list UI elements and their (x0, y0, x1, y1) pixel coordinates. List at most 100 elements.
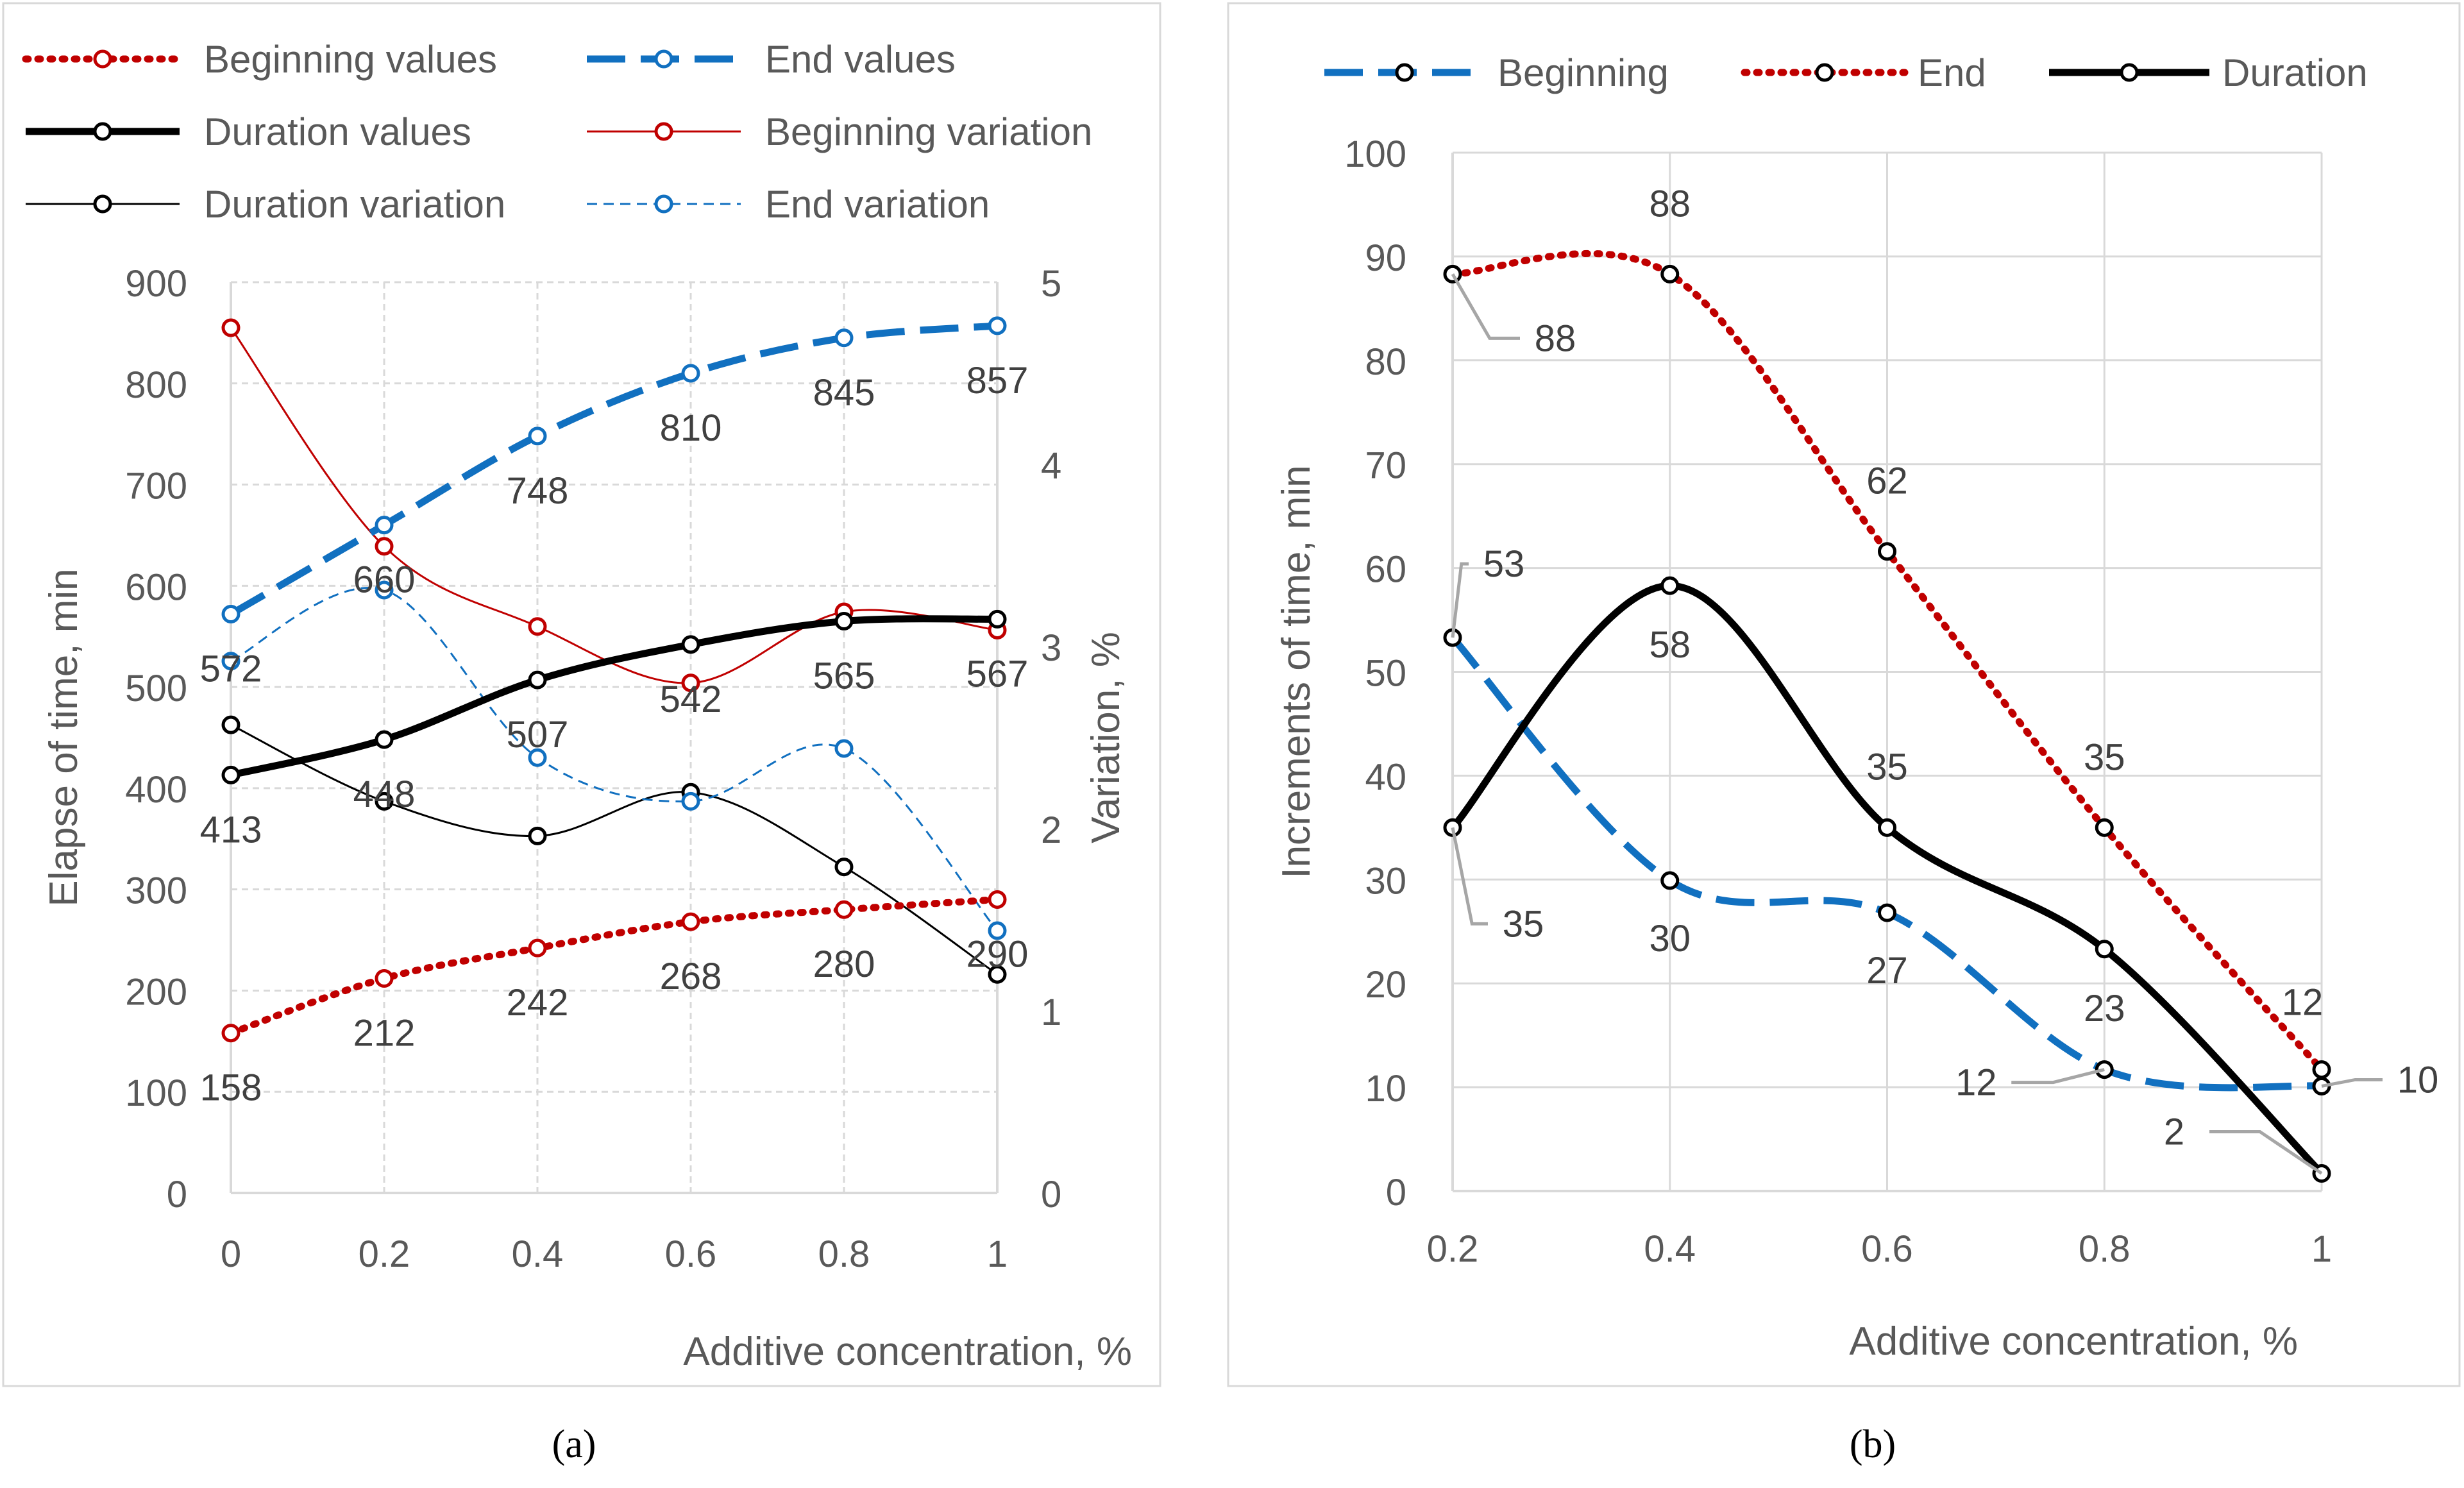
panel-a-data-label-end-values: 857 (966, 360, 1029, 402)
panel-a-point-end-variation (528, 748, 547, 767)
panel-a-x-tick-label: 0.6 (665, 1233, 717, 1275)
panel-b-leader-line-beginning (1451, 562, 1469, 638)
panel-b-point-end (2312, 1060, 2331, 1079)
panel-a-point-duration-variation (528, 826, 547, 845)
panel-b-leader-line-duration (1451, 827, 1488, 926)
panel-b-data-label-beginning: 12 (1955, 1062, 1997, 1104)
panel-b: 0 10 20 30 40 50 60 70 80 90 100 0.2 0.4 0.6 0.8 1 Addit… (1274, 51, 2438, 1364)
panel-a-point-beginning-values (681, 912, 700, 931)
panel-b-legend-marker-end (1815, 63, 1834, 82)
panel-a-y-tick-label: 600 (125, 566, 187, 608)
panel-a-data-label-end-values: 845 (813, 372, 875, 414)
panel-b-point-beginning (1660, 871, 1680, 890)
panel-a-legend-marker-end-variation (654, 194, 673, 214)
panel-a-x-tick-label: 0 (221, 1233, 241, 1275)
panel-b-y-tick-label: 80 (1365, 341, 1406, 383)
panel-b-point-duration (1878, 818, 1896, 837)
panel-a-y-axis-title: Elapse of time, min (42, 568, 86, 906)
panel-a-legend-marker-duration-values (93, 122, 112, 141)
panel-a-y2-tick-label: 0 (1041, 1174, 1061, 1215)
panel-a-legend-marker-beginning-values (93, 49, 112, 69)
panel-a-y-tick-label: 0 (167, 1174, 187, 1215)
panel-a-point-duration-variation (988, 965, 1007, 984)
panel-a-y2-tick-label: 2 (1041, 809, 1061, 851)
panel-b-data-label-duration: 35 (1503, 903, 1544, 945)
panel-a-point-duration-values (221, 765, 240, 784)
panel-a-legend-label-beginning-variation: Beginning variation (765, 110, 1092, 153)
panel-a-series-line-duration-values (230, 615, 998, 779)
panel-b-leader-line-beginning (2321, 1078, 2383, 1088)
panel-b-x-tick-label: 0.6 (1861, 1228, 1913, 1270)
panel-b-data-label-end: 88 (1649, 183, 1691, 224)
panel-a-point-beginning-variation (375, 537, 394, 556)
panel-b-series-line-duration (1449, 582, 2324, 1176)
panel-a-data-label-duration-values: 542 (660, 679, 722, 720)
panel-a-y2-tick-label: 1 (1041, 992, 1061, 1033)
panel-a-y-tick-label: 200 (125, 971, 187, 1013)
panel-b-data-label-end: 62 (1866, 461, 1908, 502)
panel-a-y-tick-label: 400 (125, 769, 187, 811)
panel-a-point-end-values (834, 328, 854, 348)
panel-a-point-end-variation (375, 580, 394, 600)
panel-a-point-end-values (528, 427, 547, 446)
panel-a-x-tick-label: 0.4 (512, 1233, 564, 1275)
panel-b-y-tick-label: 20 (1365, 964, 1406, 1006)
panel-a-point-duration-values (375, 730, 394, 749)
panel-b-y-tick-label: 90 (1365, 237, 1406, 279)
panel-a-point-duration-variation (375, 791, 394, 811)
panel-a-point-end-variation (221, 652, 240, 671)
panel-a-point-beginning-values (988, 890, 1007, 909)
panel-a-point-duration-values (988, 609, 1007, 629)
panel-a-y-tick-label: 700 (125, 466, 187, 507)
panel-a-point-beginning-variation (528, 617, 547, 636)
panel-a-x-tick-label: 1 (987, 1233, 1008, 1275)
panel-a-point-end-variation (834, 739, 854, 758)
panel-a-point-end-variation (681, 791, 700, 811)
panel-a-data-label-end-values: 572 (200, 648, 262, 690)
panel-b-x-tick-label: 0.2 (1427, 1228, 1479, 1270)
panel-b-point-end (2095, 818, 2114, 837)
panel-b-point-beginning (1878, 903, 1896, 922)
panel-a-legend-label-duration-values: Duration values (204, 110, 471, 153)
panel-a-y-tick-label: 500 (125, 668, 187, 709)
panel-a-point-beginning-values (834, 900, 854, 919)
panel-a-point-beginning-values (528, 938, 547, 958)
panel-a-x-tick-label: 0.8 (818, 1233, 870, 1275)
panel-a-data-label-end-values: 660 (353, 559, 416, 601)
panel-a-point-duration-values (834, 612, 854, 631)
panel-a-legend-marker-end-values (654, 49, 673, 69)
panel-a-data-label-beginning-values: 242 (507, 982, 569, 1024)
panel-a-y-tick-label: 900 (125, 263, 187, 305)
panel-a-y-tick-label: 300 (125, 870, 187, 912)
panel-a-y2-axis-title: Variation, % (1084, 632, 1128, 843)
panel-b-leader-line-beginning (2011, 1068, 2105, 1085)
panel-b-point-duration (2095, 940, 2114, 959)
panel-a-data-label-beginning-values: 290 (966, 933, 1029, 975)
panel-b-data-label-end: 88 (1535, 317, 1576, 359)
panel-b-x-tick-label: 1 (2311, 1228, 2332, 1270)
panel-b-frame (1227, 2, 2461, 1387)
panel-a-series-line-end-variation (230, 587, 999, 932)
panel-a-legend-marker-beginning-variation (654, 122, 673, 141)
panel-b-y-tick-label: 30 (1365, 860, 1406, 902)
panel-b-data-label-duration: 35 (1866, 746, 1908, 788)
panel-a-x-tick-label: 0.2 (359, 1233, 410, 1275)
panel-a-point-duration-values (528, 670, 547, 689)
panel-a-data-label-beginning-values: 268 (660, 956, 722, 997)
panel-a-y-tick-label: 100 (125, 1072, 187, 1114)
panel-b-caption: (b) (1850, 1423, 1896, 1466)
panel-b-data-label-end: 35 (2084, 736, 2125, 778)
panel-a-point-duration-variation (834, 858, 854, 877)
panel-a-legend-label-end-values: End values (765, 38, 956, 81)
panel-b-y-tick-label: 50 (1365, 653, 1406, 695)
panel-a-y2-tick-label: 3 (1041, 627, 1061, 669)
panel-b-leader-line-end (1451, 273, 1520, 340)
panel-b-legend-marker-beginning (1395, 63, 1414, 82)
panel-a-series-line-duration-variation (230, 723, 998, 976)
panel-a-legend-marker-duration-variation (93, 194, 112, 214)
panel-a-point-end-variation (988, 921, 1007, 940)
panel-a-data-label-beginning-values: 280 (813, 943, 875, 985)
panel-b-x-axis-title: Additive concentration, % (1849, 1319, 2298, 1364)
panel-a-point-beginning-values (375, 969, 394, 988)
panel-b-point-duration (1660, 576, 1680, 595)
